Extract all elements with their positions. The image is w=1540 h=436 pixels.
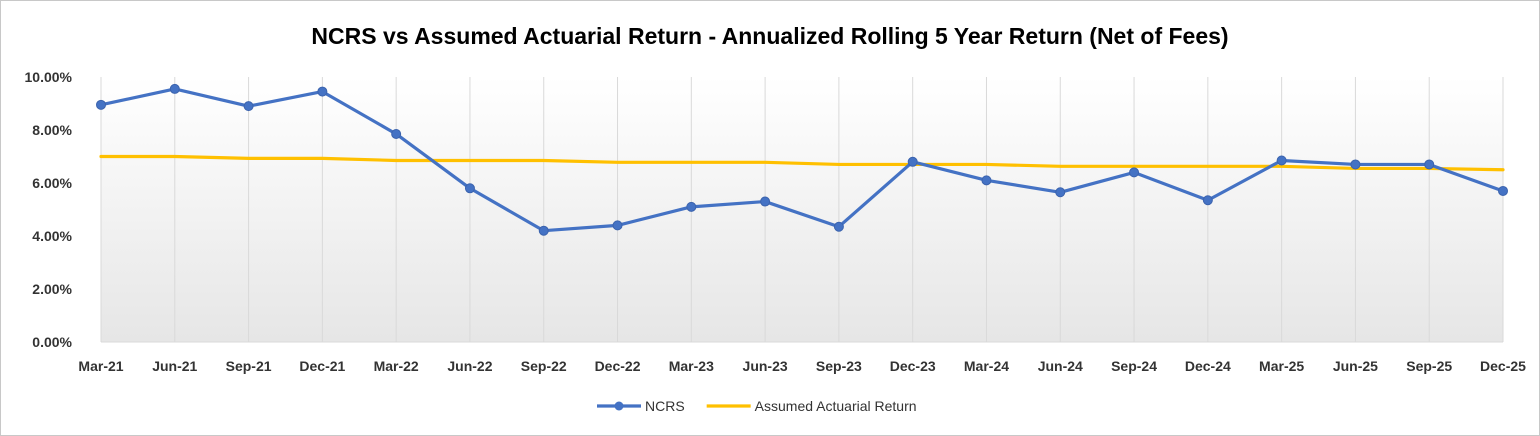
x-tick-label: Jun-25 [1333,358,1378,374]
data-point [169,83,180,94]
legend-marker [614,401,624,411]
data-point [907,156,918,167]
legend-label: Assumed Actuarial Return [755,398,917,414]
x-tick-label: Sep-25 [1406,358,1452,374]
legend: NCRS Assumed Actuarial Return [597,398,917,414]
x-tick-label: Dec-23 [890,358,936,374]
x-tick-label: Jun-24 [1038,358,1083,374]
x-tick-label: Dec-22 [595,358,641,374]
data-point [1055,187,1066,198]
x-tick-label: Jun-22 [447,358,492,374]
y-tick-label: 10.00% [25,69,73,85]
data-point [391,128,402,139]
data-point [1350,159,1361,170]
gridlines [100,77,1504,343]
chart-title: NCRS vs Assumed Actuarial Return - Annua… [311,23,1228,49]
series-line [99,87,1505,233]
data-point [317,86,328,97]
x-axis: Mar-21 Jun-21 Sep-21 Dec-21 Mar-22 Jun-22 Sep-… [78,358,1526,374]
data-point [686,201,697,212]
x-tick-label: Mar-22 [374,358,419,374]
x-tick-label: Mar-24 [964,358,1009,374]
x-tick-label: Jun-21 [152,358,197,374]
x-tick-label: Sep-22 [521,358,567,374]
data-point [1424,159,1435,170]
x-tick-label: Mar-25 [1259,358,1304,374]
y-tick-label: 2.00% [32,281,72,297]
y-tick-label: 4.00% [32,228,72,244]
x-tick-label: Sep-24 [1111,358,1157,374]
data-point [243,101,254,112]
x-tick-label: Sep-23 [816,358,862,374]
x-tick-label: Dec-25 [1480,358,1526,374]
y-tick-label: 6.00% [32,175,72,191]
plot-area [101,77,1503,342]
data-point [760,196,771,207]
x-tick-label: Jun-23 [743,358,788,374]
data-point [1276,155,1287,166]
x-tick-label: Mar-23 [669,358,714,374]
data-point [981,175,992,186]
data-point [464,183,475,194]
data-point [538,225,549,236]
data-point [1129,167,1140,178]
x-tick-label: Sep-21 [226,358,272,374]
x-tick-label: Dec-24 [1185,358,1231,374]
data-point [612,220,623,231]
data-point [1202,195,1213,206]
x-tick-label: Dec-21 [299,358,345,374]
y-axis: 0.00% 2.00% 4.00% 6.00% 8.00% 10.00% [25,69,73,350]
y-tick-label: 0.00% [32,334,72,350]
data-point [833,221,844,232]
series [96,83,1508,236]
y-tick-label: 8.00% [32,122,72,138]
legend-label: NCRS [645,398,685,414]
data-point [96,99,106,110]
data-point [1498,185,1508,196]
x-tick-label: Mar-21 [78,358,123,374]
